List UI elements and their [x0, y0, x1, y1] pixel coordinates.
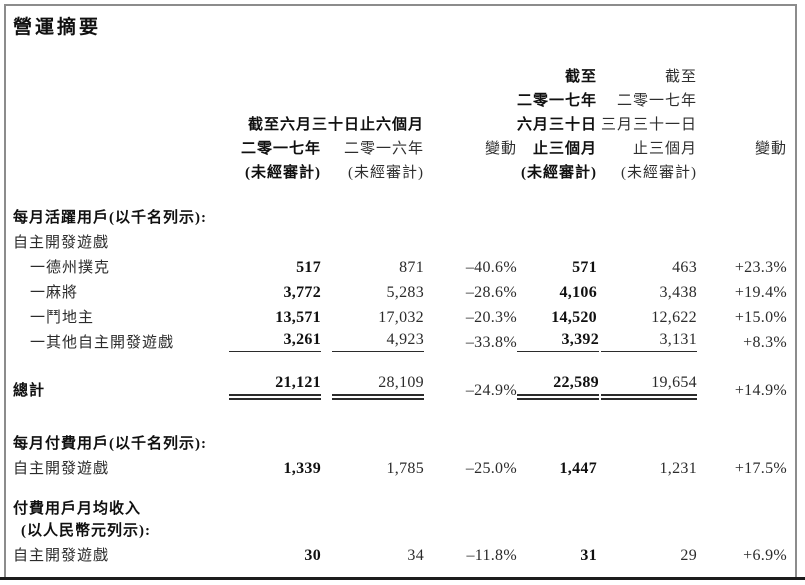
row-label-texas-poker: 一德州撲克 — [30, 260, 111, 276]
page-border-frame — [4, 4, 797, 577]
operations-summary-table: 截至 截至 二零一七年 二零一七年 截至六月三十日止六個月 六月三十日 三月三十… — [13, 62, 787, 565]
value-cell: –25.0% — [465, 460, 517, 477]
spacer — [13, 352, 787, 374]
value-cell: 5,283 — [386, 284, 424, 301]
header-2016-audit-note: (未經審計) — [348, 165, 424, 181]
table-row-mpu-self-developed: 自主開發遊戲 1,339 1,785 –25.0% 1,447 1,231 +1… — [13, 453, 787, 478]
value-cell: 21,121 — [229, 374, 321, 400]
header-q2-period: 止三個月 — [532, 141, 597, 157]
value-cell: 571 — [572, 259, 597, 276]
table-row-arppu-section-line2: (以人民幣元列示): — [13, 518, 787, 540]
value-cell: 12,622 — [651, 309, 697, 326]
value-cell: +19.4% — [734, 284, 787, 301]
table-body: 每月活躍用戶(以千名列示): 自主開發遊戲 一德州撲克 517 871 –40.… — [13, 182, 787, 565]
header-q1-period: 止三個月 — [632, 141, 697, 157]
value-cell: 17,032 — [378, 309, 424, 326]
header-2017-audit-note: (未經審計) — [245, 165, 321, 181]
spacer — [13, 182, 787, 202]
header-2016-year: 二零一六年 — [343, 141, 424, 157]
value-cell: 517 — [296, 259, 321, 276]
row-label-doudizhu: 一鬥地主 — [30, 310, 95, 326]
value-cell: –24.9% — [465, 382, 517, 399]
row-label-other-games: 一其他自主開發遊戲 — [30, 335, 175, 351]
value-cell: 3,261 — [229, 331, 321, 352]
value-cell: 1,785 — [386, 460, 424, 477]
value-cell: +14.9% — [734, 382, 787, 399]
value-cell: –33.8% — [465, 334, 517, 351]
value-cell: +15.0% — [734, 309, 787, 326]
value-cell: 3,772 — [283, 284, 321, 301]
page-bottom-rule — [0, 577, 805, 580]
value-cell: 31 — [580, 547, 597, 564]
value-cell: 3,131 — [601, 331, 697, 352]
header-q1-year: 二零一七年 — [616, 93, 697, 109]
header-q1-audit-note: (未經審計) — [621, 165, 697, 181]
table-row-self-developed-games: 自主開發遊戲 — [13, 227, 787, 252]
header-line-3: 截至六月三十日止六個月 六月三十日 三月三十一日 — [13, 110, 787, 134]
value-cell: 19,654 — [601, 374, 697, 400]
header-q1-asof: 截至 — [664, 69, 697, 85]
value-cell: –40.6% — [465, 259, 517, 276]
value-cell: 1,231 — [659, 460, 697, 477]
header-q2-year: 二零一七年 — [517, 93, 598, 109]
value-cell: 30 — [304, 547, 321, 564]
table-row-doudizhu: 一鬥地主 13,571 17,032 –20.3% 14,520 12,622 … — [13, 302, 787, 327]
header-q2-asof: 截至 — [564, 69, 597, 85]
spacer — [13, 400, 787, 428]
value-cell: 1,447 — [559, 460, 597, 477]
value-cell: +6.9% — [743, 547, 787, 564]
header-q2-audit-note: (未經審計) — [521, 165, 597, 181]
page-title: 營運摘要 — [13, 17, 102, 38]
table-row-texas-poker: 一德州撲克 517 871 –40.6% 571 463 +23.3% — [13, 252, 787, 277]
value-cell: 29 — [680, 547, 697, 564]
header-q2-date: 六月三十日 — [517, 117, 598, 133]
row-label-mahjong: 一麻將 — [30, 285, 79, 301]
value-cell: 14,520 — [551, 309, 597, 326]
header-change-1: 變動 — [484, 141, 517, 157]
value-cell: 22,589 — [517, 374, 599, 400]
section-label-arppu-line1: 付費用戶月均收入 — [13, 501, 142, 517]
table-row-arppu-self-developed: 自主開發遊戲 30 34 –11.8% 31 29 +6.9% — [13, 540, 787, 565]
table-row-mahjong: 一麻將 3,772 5,283 –28.6% 4,106 3,438 +19.4… — [13, 277, 787, 302]
header-change-2: 變動 — [754, 141, 787, 157]
header-line-4: 二零一七年 二零一六年 變動 止三個月 止三個月 變動 — [13, 134, 787, 158]
header-line-5: (未經審計) (未經審計) (未經審計) (未經審計) — [13, 158, 787, 182]
value-cell: 34 — [407, 547, 424, 564]
row-label-total: 總計 — [13, 383, 46, 399]
value-cell: 871 — [399, 259, 424, 276]
value-cell: –28.6% — [465, 284, 517, 301]
section-label-monthly-active-users: 每月活躍用戶(以千名列示): — [13, 210, 207, 226]
table-row-total: 總計 21,121 28,109 –24.9% 22,589 19,654 +1… — [13, 374, 787, 400]
value-cell: +17.5% — [734, 460, 787, 477]
header-2017-year: 二零一七年 — [240, 141, 321, 157]
value-cell: 3,438 — [659, 284, 697, 301]
value-cell: 3,392 — [517, 331, 599, 352]
value-cell: –11.8% — [466, 547, 517, 564]
header-line-2: 二零一七年 二零一七年 — [13, 86, 787, 110]
value-cell: 463 — [672, 259, 697, 276]
section-label-arppu-line2: (以人民幣元列示): — [21, 523, 151, 539]
table-row-other-self-developed-games: 一其他自主開發遊戲 3,261 4,923 –33.8% 3,392 3,131… — [13, 327, 787, 352]
section-label-monthly-paying-users: 每月付費用戶(以千名列示): — [13, 436, 207, 452]
value-cell: 4,106 — [559, 284, 597, 301]
header-six-months-group: 截至六月三十日止六個月 — [247, 117, 424, 133]
value-cell: 13,571 — [275, 309, 321, 326]
row-label-self-developed-games: 自主開發遊戲 — [13, 548, 110, 564]
header-q1-date: 三月三十一日 — [600, 117, 697, 133]
row-label-self-developed-games: 自主開發遊戲 — [13, 235, 110, 251]
row-label-self-developed-games: 自主開發遊戲 — [13, 461, 110, 477]
value-cell: +8.3% — [743, 334, 787, 351]
value-cell: 1,339 — [283, 460, 321, 477]
header-line-1: 截至 截至 — [13, 62, 787, 86]
table-row-mau-section: 每月活躍用戶(以千名列示): — [13, 202, 787, 227]
value-cell: –20.3% — [465, 309, 517, 326]
value-cell: 4,923 — [332, 331, 424, 352]
spacer — [13, 478, 787, 496]
table-row-arppu-section-line1: 付費用戶月均收入 — [13, 496, 787, 518]
table-header: 截至 截至 二零一七年 二零一七年 截至六月三十日止六個月 六月三十日 三月三十… — [13, 62, 787, 182]
table-row-mpu-section: 每月付費用戶(以千名列示): — [13, 428, 787, 453]
value-cell: 28,109 — [332, 374, 424, 400]
value-cell: +23.3% — [734, 259, 787, 276]
